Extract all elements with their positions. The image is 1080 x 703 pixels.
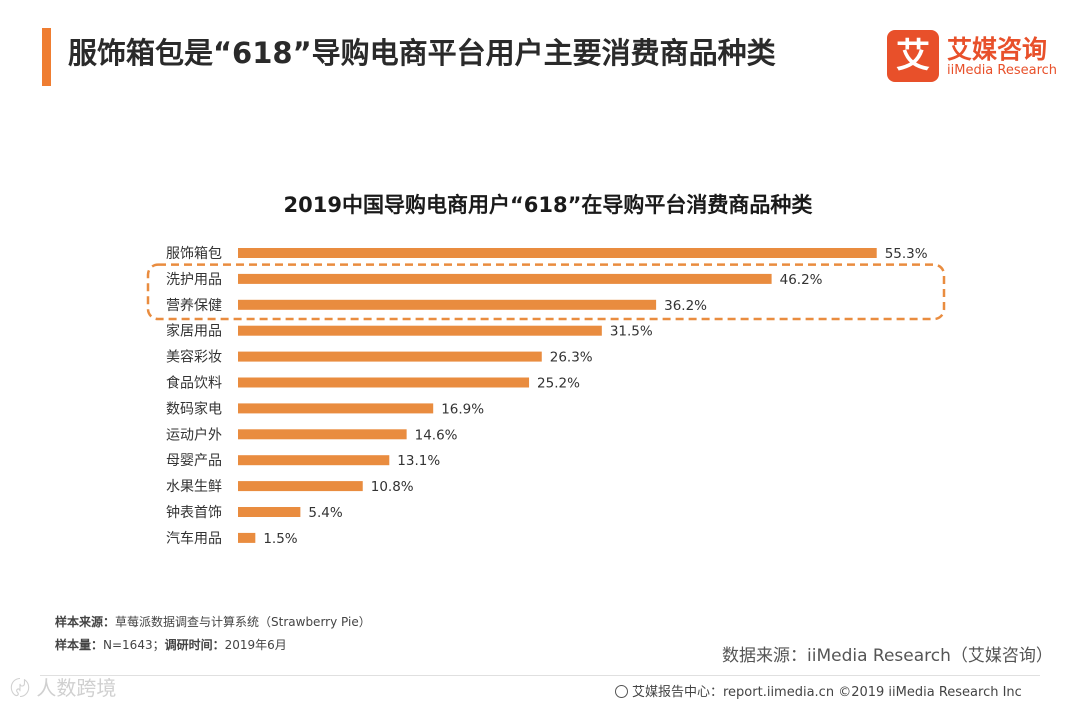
- value-label: 5.4%: [308, 505, 342, 521]
- survey-time-value: 2019年6月: [224, 638, 287, 652]
- bar: [238, 325, 602, 336]
- sample-size-value: N=1643；: [103, 638, 165, 652]
- value-label: 25.2%: [537, 376, 580, 392]
- footer-text: 艾媒报告中心：report.iimedia.cn ©2019 iiMedia R…: [632, 685, 1022, 700]
- logo-badge: 艾: [887, 30, 939, 82]
- bar: [238, 429, 407, 440]
- category-label: 服饰箱包: [166, 246, 222, 262]
- value-label: 1.5%: [263, 531, 297, 547]
- bar: [238, 377, 530, 388]
- footer-divider: [40, 675, 1040, 676]
- survey-time-label: 调研时间：: [164, 638, 225, 652]
- globe-icon: [615, 685, 628, 698]
- category-label: 运动户外: [166, 426, 222, 443]
- bar: [238, 481, 363, 492]
- value-label: 36.2%: [664, 298, 707, 314]
- sample-source-label: 样本来源：: [55, 615, 116, 629]
- category-label: 洗护用品: [166, 272, 222, 288]
- value-label: 55.3%: [885, 246, 928, 262]
- logo-name-en: iiMedia Research: [947, 63, 1058, 78]
- bar: [238, 507, 301, 517]
- watermark: 〄 人数跨境: [10, 676, 117, 700]
- category-label: 母婴产品: [166, 453, 222, 469]
- bar: [238, 248, 877, 258]
- sample-source-note: 样本来源：草莓派数据调查与计算系统（Strawberry Pie）: [55, 613, 371, 630]
- category-label: 食品饮料: [166, 375, 222, 392]
- bar: [238, 532, 256, 543]
- bar: [238, 455, 390, 466]
- value-label: 14.6%: [415, 427, 458, 443]
- title-accent-bar: [42, 28, 51, 86]
- bar: [238, 273, 772, 284]
- value-label: 31.5%: [610, 324, 653, 340]
- sample-size-note: 样本量：N=1643；调研时间：2019年6月: [55, 636, 287, 653]
- bar: [238, 403, 434, 414]
- category-label: 美容彩妆: [166, 349, 222, 366]
- sample-size-label: 样本量：: [55, 638, 104, 652]
- bar: [238, 351, 542, 362]
- value-label: 13.1%: [397, 453, 440, 469]
- value-label: 16.9%: [441, 401, 484, 417]
- page-title: 服饰箱包是“618”导购电商平台用户主要消费商品种类: [68, 36, 776, 70]
- highlight-box: [146, 263, 946, 321]
- category-label: 汽车用品: [166, 530, 222, 547]
- logo-name-cn: 艾媒咨询: [947, 35, 1048, 64]
- category-label: 水果生鲜: [166, 479, 222, 495]
- value-label: 46.2%: [780, 272, 823, 288]
- chart-title: 2019中国导购电商用户“618”在导购平台消费商品种类: [284, 193, 814, 217]
- data-source: 数据来源：iiMedia Research（艾媒咨询）: [722, 646, 1053, 666]
- category-label: 钟表首饰: [166, 504, 222, 521]
- category-label: 家居用品: [166, 323, 222, 340]
- iimedia-logo: 艾 艾媒咨询 iiMedia Research: [887, 30, 1062, 82]
- category-label: 营养保健: [166, 298, 222, 314]
- bar: [238, 299, 657, 310]
- sample-source-value: 草莓派数据调查与计算系统（Strawberry Pie）: [115, 615, 371, 629]
- value-label: 26.3%: [550, 350, 593, 366]
- value-label: 10.8%: [371, 479, 414, 495]
- footer: 艾媒报告中心：report.iimedia.cn ©2019 iiMedia R…: [615, 681, 1022, 700]
- category-label: 数码家电: [166, 400, 222, 417]
- bar-chart: 2019中国导购电商用户“618”在导购平台消费商品种类 服饰箱包 55.3% 洗护…: [146, 193, 946, 547]
